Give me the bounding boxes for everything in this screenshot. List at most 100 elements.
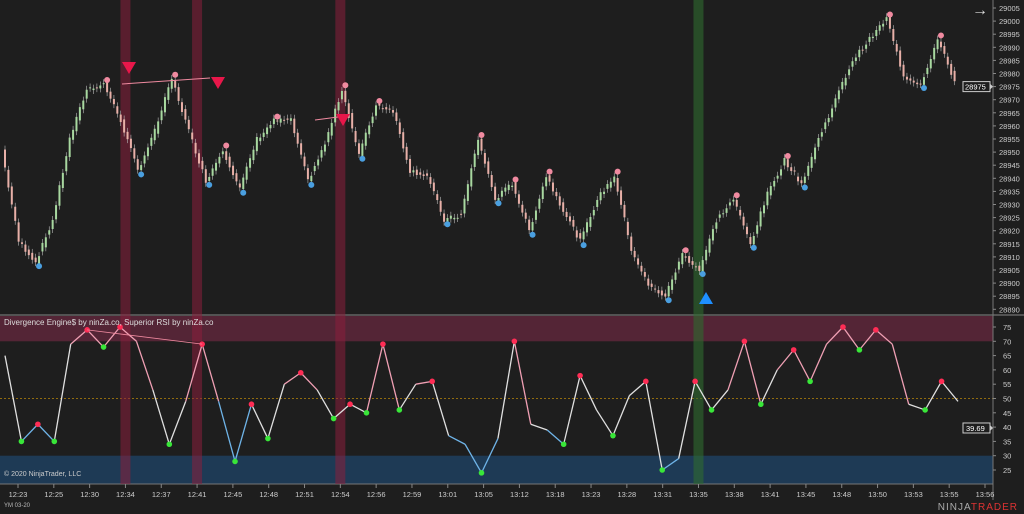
candle [61, 172, 64, 189]
candle [572, 219, 575, 227]
candle [398, 122, 401, 135]
rsi-line-segment [908, 403, 926, 411]
candle [201, 160, 204, 170]
time-tick-label: 13:23 [582, 490, 601, 499]
candle [487, 161, 490, 174]
candle [55, 205, 58, 220]
candle [575, 230, 578, 238]
candle [711, 229, 714, 241]
candle [824, 122, 827, 130]
indicator-label: Divergence Engine$ by ninZa.co, Superior… [4, 318, 214, 327]
rsi-high-dot [840, 324, 846, 330]
candle [953, 70, 956, 82]
candle [129, 138, 132, 149]
candle [436, 194, 439, 201]
candle [228, 156, 231, 168]
rsi-line-segment [283, 372, 302, 385]
candle [691, 261, 694, 265]
rsi-line-segment [464, 443, 483, 474]
candle [657, 290, 660, 294]
candle [851, 61, 854, 67]
rsi-line-segment [694, 381, 713, 411]
swing-high-dot [172, 71, 179, 78]
candle [102, 83, 105, 85]
rsi-line-segment [333, 403, 351, 420]
candle [797, 176, 800, 182]
candle [565, 211, 568, 218]
candle [293, 118, 296, 134]
candle [674, 272, 677, 280]
candle [885, 17, 888, 22]
swing-high-dot [274, 113, 281, 120]
candle [303, 156, 306, 167]
candle [950, 63, 953, 75]
rsi-low-dot [560, 441, 567, 448]
candle [701, 260, 704, 273]
rsi-low-dot [478, 470, 485, 476]
swing-low-dot [206, 181, 213, 188]
candle [473, 153, 476, 167]
candle [306, 168, 309, 180]
candle [814, 147, 817, 160]
candle [606, 184, 609, 189]
time-tick-label: 13:53 [904, 490, 923, 499]
candle [511, 185, 514, 187]
rsi-low-dot [265, 435, 271, 442]
price-tick-label: 28965 [999, 109, 1020, 118]
current-rsi-pointer [990, 424, 993, 431]
candle [705, 249, 708, 261]
bearish-signal-band [192, 0, 203, 484]
copyright-text: © 2020 NinjaTrader, LLC [4, 471, 82, 478]
candle [939, 41, 942, 48]
price-tick-label: 29005 [999, 4, 1020, 13]
rsi-line-segment [497, 341, 516, 439]
divergence-line [314, 116, 339, 121]
candle [865, 44, 868, 49]
bearish-signal-triangle [211, 77, 225, 89]
candle [899, 50, 902, 67]
rsi-high-dot [873, 327, 879, 333]
candle [92, 88, 95, 91]
candle [589, 217, 592, 227]
rsi-line-segment [875, 329, 893, 345]
candle [480, 138, 483, 151]
candle [643, 272, 646, 277]
scroll-right-arrow-icon[interactable]: → [972, 2, 988, 19]
swing-low-dot [359, 155, 366, 162]
candle [538, 198, 541, 209]
rsi-line-segment [563, 375, 581, 445]
rsi-line-segment [760, 369, 778, 405]
candle [279, 118, 282, 123]
rsi-line-segment [300, 372, 318, 391]
swing-high-dot [223, 142, 230, 149]
candle [579, 233, 582, 239]
rsi-line-segment [645, 381, 663, 471]
swing-high-dot [512, 176, 519, 183]
rsi-line-segment [365, 344, 384, 413]
price-tick-label: 28970 [999, 96, 1020, 105]
candle [858, 49, 861, 58]
rsi-tick-label: 60 [1003, 366, 1011, 375]
candle [558, 196, 561, 206]
rsi-line-segment [743, 341, 762, 405]
rsi-line-segment [546, 429, 565, 445]
candle [793, 170, 796, 172]
candle [17, 222, 20, 242]
rsi-line-segment [119, 326, 137, 342]
time-tick-label: 12:54 [331, 490, 350, 499]
candle [215, 162, 218, 171]
candle [837, 90, 840, 100]
candle [317, 159, 320, 166]
rsi-line-segment [20, 423, 39, 442]
candle [490, 175, 493, 188]
time-tick-label: 13:50 [868, 490, 887, 499]
candle [313, 165, 316, 172]
candle [143, 155, 146, 164]
candle [160, 110, 163, 121]
rsi-high-dot [692, 378, 698, 385]
candle [919, 83, 922, 85]
rsi-line-segment [217, 401, 236, 462]
rsi-high-dot [117, 324, 123, 330]
rsi-high-dot [84, 327, 90, 333]
